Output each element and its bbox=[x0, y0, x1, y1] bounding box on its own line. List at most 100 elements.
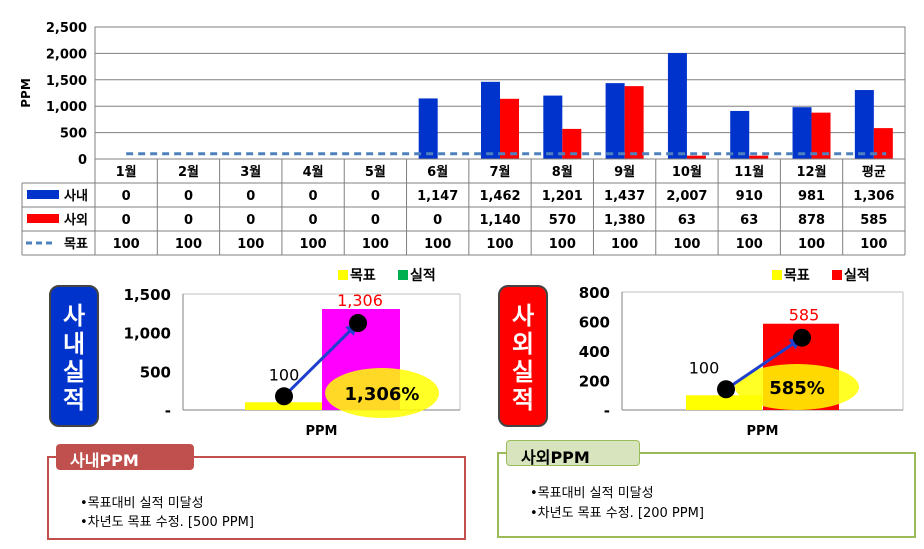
data-table-value: 0 bbox=[371, 213, 380, 228]
y-tick-label: 1,000 bbox=[124, 325, 171, 343]
actual-value-label: 1,306 bbox=[337, 291, 383, 310]
data-table-value: 0 bbox=[309, 189, 318, 204]
bar-사내 bbox=[667, 53, 687, 160]
data-table-value: 100 bbox=[113, 237, 140, 252]
legend-label-사내: 사내 bbox=[64, 188, 88, 204]
bar-사내 bbox=[543, 95, 563, 159]
data-table-value: 585 bbox=[860, 213, 887, 228]
data-table-value: 100 bbox=[486, 237, 513, 252]
data-table-value: 100 bbox=[362, 237, 389, 252]
data-table-value: 981 bbox=[798, 189, 825, 204]
bar-사내 bbox=[854, 90, 874, 159]
bar-target bbox=[245, 402, 323, 410]
legend-label-target: 목표 bbox=[350, 268, 376, 284]
data-table-value: 0 bbox=[433, 213, 442, 228]
x-tick-label: 3월 bbox=[240, 164, 261, 180]
percent-label: 585% bbox=[769, 378, 825, 399]
target-value-label: 100 bbox=[689, 358, 720, 377]
bar-사내 bbox=[792, 107, 812, 159]
trend-arrow bbox=[282, 321, 360, 398]
monthly-ppm-chart: 2,500 2,000 1,500 1,000 500 0 PPM 1월 2월 3월 4월 5월 6월 7… bbox=[19, 21, 906, 256]
y-tick-label: - bbox=[165, 402, 171, 420]
outside-ppm-note-box bbox=[497, 452, 916, 538]
data-table-value: 1,380 bbox=[604, 213, 645, 228]
side-label-badge bbox=[49, 285, 99, 427]
data-table-value: 63 bbox=[678, 213, 696, 228]
data-table-value: 878 bbox=[798, 213, 825, 228]
data-table-value: 1,306 bbox=[853, 189, 894, 204]
bar-사내 bbox=[605, 83, 625, 159]
data-table-value: 0 bbox=[309, 213, 318, 228]
actual-value-label: 585 bbox=[789, 306, 820, 325]
data-table-value: 0 bbox=[246, 189, 255, 204]
data-table-value: 100 bbox=[300, 237, 327, 252]
percent-highlight bbox=[325, 368, 439, 418]
legend-label-목표: 목표 bbox=[64, 237, 88, 252]
x-tick-label: 9월 bbox=[614, 164, 635, 180]
bar-사외 bbox=[686, 155, 706, 159]
outside-note-line-2: •차년도 목표 수정. [200 PPM] bbox=[530, 506, 704, 521]
data-table-value: 0 bbox=[184, 213, 193, 228]
side-label-char: 사 bbox=[63, 302, 85, 330]
data-table-value: 100 bbox=[673, 237, 700, 252]
data-table-value: 100 bbox=[424, 237, 451, 252]
data-table-value: 100 bbox=[175, 237, 202, 252]
y-tick-label: 200 bbox=[579, 373, 610, 391]
y-tick-label: 2,500 bbox=[46, 21, 87, 36]
data-table-value: 0 bbox=[122, 189, 131, 204]
y-tick-label: 400 bbox=[579, 343, 610, 361]
x-axis-label: PPM bbox=[306, 424, 338, 439]
side-label-char: 실 bbox=[512, 358, 534, 386]
side-label-char: 외 bbox=[512, 330, 534, 358]
trend-arrow bbox=[725, 336, 803, 391]
x-tick-label: 12월 bbox=[797, 164, 827, 180]
outside-note-line-1: •목표대비 실적 미달성 bbox=[530, 486, 654, 501]
y-axis-label: PPM bbox=[19, 78, 33, 108]
data-table-value: 0 bbox=[184, 189, 193, 204]
x-tick-label: 8월 bbox=[552, 164, 573, 180]
bar-사외 bbox=[873, 128, 893, 159]
legend-label-actual: 실적 bbox=[844, 267, 870, 284]
bar-사외 bbox=[624, 86, 644, 159]
percent-highlight bbox=[735, 364, 859, 410]
data-table-value: 1,140 bbox=[479, 213, 520, 228]
data-table-value: 1,462 bbox=[479, 189, 520, 204]
x-tick-label: 평균 bbox=[862, 164, 886, 180]
x-tick-label: 10월 bbox=[672, 164, 702, 180]
x-tick-label: 5월 bbox=[365, 164, 386, 180]
data-table-value: 570 bbox=[549, 213, 576, 228]
y-tick-label: 1,500 bbox=[46, 74, 87, 89]
bar-사내 bbox=[730, 110, 750, 159]
target-marker bbox=[275, 387, 293, 406]
bar-사내 bbox=[418, 98, 438, 159]
legend-label-actual: 실적 bbox=[410, 267, 436, 284]
percent-label: 1,306% bbox=[345, 384, 420, 405]
target-value-label: 100 bbox=[269, 365, 300, 384]
bar-사외 bbox=[811, 112, 831, 159]
side-label-char: 내 bbox=[63, 330, 85, 358]
x-axis-label: PPM bbox=[747, 424, 779, 439]
data-table-value: 63 bbox=[740, 213, 758, 228]
x-tick-label: 7월 bbox=[489, 164, 510, 180]
bar-사내 bbox=[481, 81, 500, 159]
legend-key-actual bbox=[832, 270, 842, 280]
y-tick-label: 0 bbox=[78, 153, 87, 168]
y-tick-label: 600 bbox=[579, 314, 610, 332]
x-tick-label: 2월 bbox=[178, 164, 199, 180]
data-table-value: 1,147 bbox=[417, 189, 458, 204]
data-table-value: 100 bbox=[798, 237, 825, 252]
y-tick-label: 800 bbox=[579, 284, 610, 302]
inhouse-ppm-note-title: 사내PPM bbox=[56, 444, 194, 470]
y-tick-label: 500 bbox=[60, 127, 87, 142]
side-label-badge bbox=[498, 285, 548, 427]
actual-marker bbox=[793, 328, 811, 347]
bar-사외 bbox=[562, 128, 582, 159]
data-table-value: 0 bbox=[246, 213, 255, 228]
data-table-value: 2,007 bbox=[666, 189, 707, 204]
side-label-char: 실 bbox=[63, 358, 85, 386]
data-table-value: 100 bbox=[736, 237, 763, 252]
bar-사외 bbox=[500, 98, 519, 159]
inhouse-note-line-1: •목표대비 실적 미달성 bbox=[80, 496, 204, 511]
